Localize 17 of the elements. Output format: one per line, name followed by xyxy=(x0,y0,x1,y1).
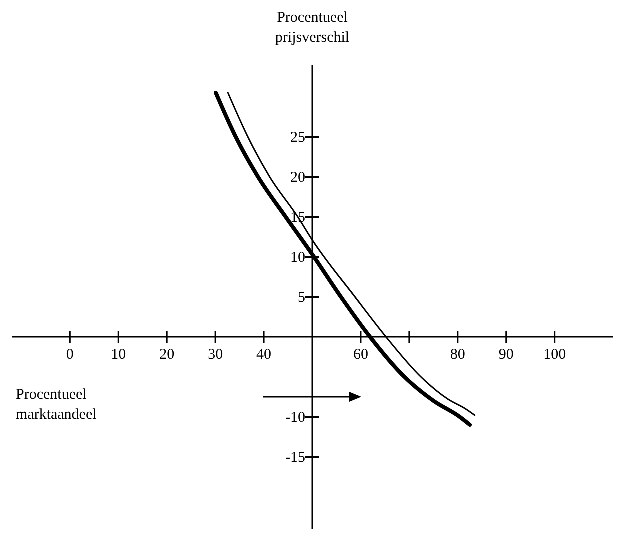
x-tick-label: 100 xyxy=(544,347,566,363)
y-tick-label: 10 xyxy=(290,250,306,266)
x-tick-label: 80 xyxy=(450,347,466,363)
y-tick-label: -10 xyxy=(286,410,306,426)
x-tick-label: 40 xyxy=(256,347,272,363)
x-tick-label: 90 xyxy=(498,347,514,363)
y-tick-label: 5 xyxy=(298,290,306,306)
x-tick-label: 20 xyxy=(160,347,175,363)
x-tick-label: 0 xyxy=(66,347,74,363)
x-axis-title: Procentueel marktaandeel xyxy=(16,387,97,423)
x-tick-label: 30 xyxy=(208,347,224,363)
y-axis-title: Procentueel prijsverschil xyxy=(275,10,350,46)
x-tick-label: 60 xyxy=(353,347,368,363)
x-tick-label: 10 xyxy=(111,347,126,363)
y-tick-label: 25 xyxy=(290,130,306,146)
y-tick-label: 20 xyxy=(290,170,306,186)
y-tick-label: -15 xyxy=(286,450,306,466)
